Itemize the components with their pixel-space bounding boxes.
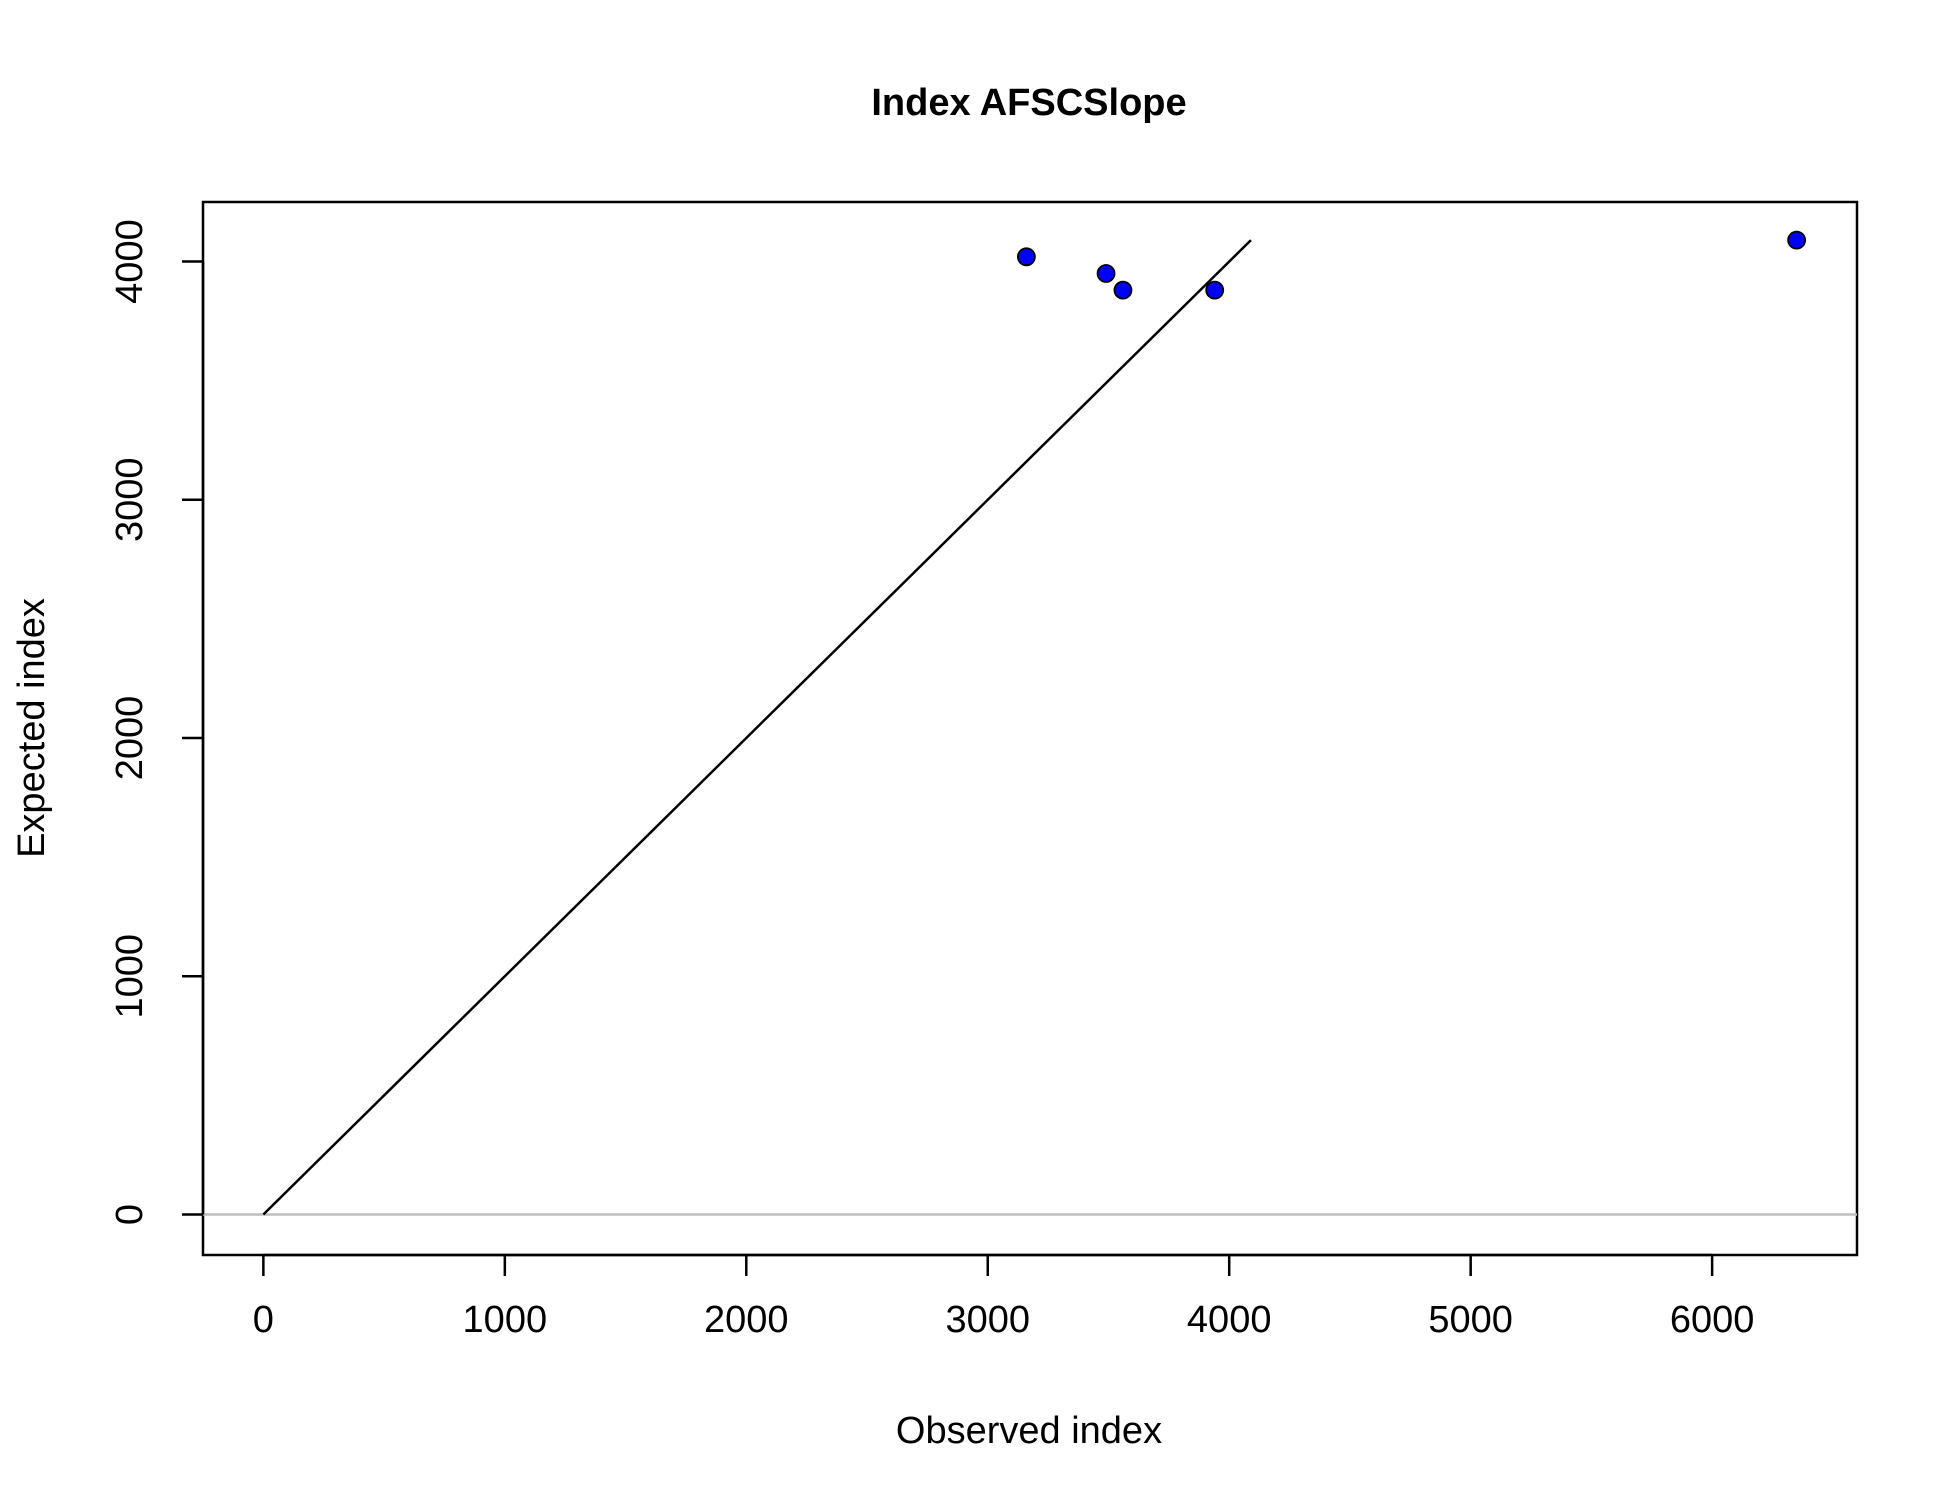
data-point-3	[1113, 280, 1133, 300]
x-tick-label-0: 0	[253, 1299, 274, 1341]
identity-line	[262, 239, 1252, 1216]
data-point-5	[1787, 230, 1807, 250]
x-tick-label-2000: 2000	[704, 1299, 789, 1341]
x-tick-label-3000: 3000	[945, 1299, 1030, 1341]
y-axis-title: Expected index	[11, 598, 53, 858]
y-tick-label-2000: 2000	[109, 696, 151, 781]
x-axis-title: Observed index	[896, 1410, 1162, 1452]
points-layer	[1016, 230, 1807, 300]
x-tick-label-4000: 4000	[1187, 1299, 1272, 1341]
chart-title: Index AFSCSlope	[871, 82, 1186, 124]
y-tick-label-4000: 4000	[109, 219, 151, 304]
data-point-1	[1016, 247, 1036, 267]
data-point-4	[1205, 280, 1225, 300]
y-tick-label-3000: 3000	[109, 458, 151, 543]
x-axis: 0 1000 2000 3000 4000 5000 6000	[253, 1253, 1755, 1341]
x-tick-label-5000: 5000	[1428, 1299, 1513, 1341]
y-tick-label-1000: 1000	[109, 934, 151, 1019]
y-axis: 0 1000 2000 3000 4000	[109, 219, 205, 1225]
data-point-2	[1096, 264, 1116, 283]
identity-layer	[262, 239, 1252, 1216]
y-tick-label-0: 0	[109, 1204, 151, 1225]
plot-frame	[201, 200, 1859, 1257]
x-tick-label-1000: 1000	[463, 1299, 548, 1341]
x-tick-label-6000: 6000	[1670, 1299, 1755, 1341]
